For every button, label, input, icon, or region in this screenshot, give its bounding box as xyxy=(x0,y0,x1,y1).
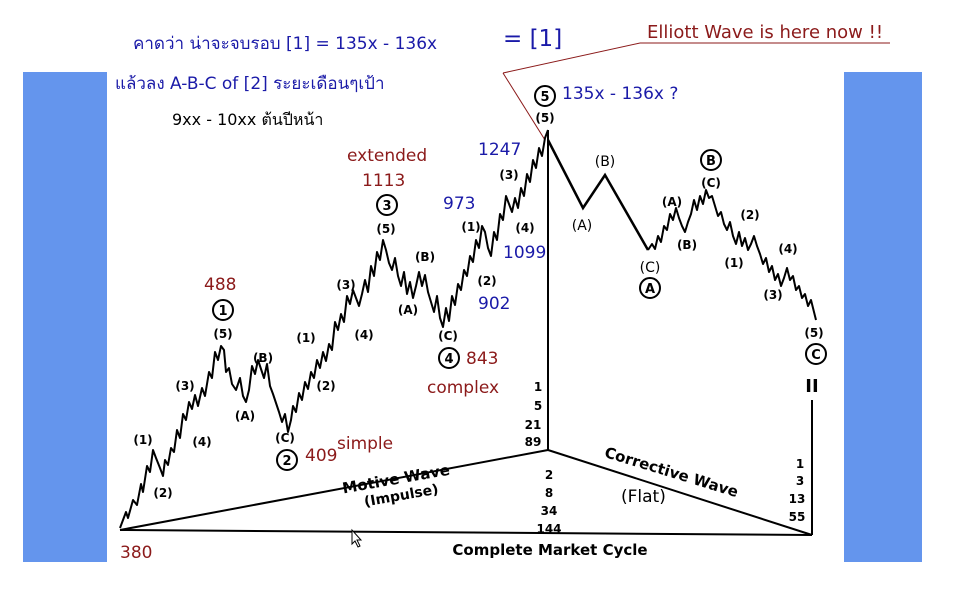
center-lower-1: 8 xyxy=(545,486,553,500)
label-pB-a: (B) xyxy=(253,351,273,365)
circled-labels xyxy=(212,85,827,471)
new-abc-path xyxy=(546,139,650,251)
peak-target: 135x - 136x ? xyxy=(562,84,679,104)
circ-1-marker xyxy=(212,299,234,321)
label-p1-b: (1) xyxy=(296,331,315,345)
center-lower-0: 2 xyxy=(545,468,553,482)
right-stack-0: 1 xyxy=(796,457,804,471)
circ-C-label: C xyxy=(811,348,821,363)
label-p2-a: (2) xyxy=(153,486,172,500)
center-upper-3: 89 xyxy=(525,435,542,449)
value-409: 409 xyxy=(305,446,338,466)
mouse-cursor-icon xyxy=(351,528,363,548)
label-p2-b: (2) xyxy=(316,379,335,393)
value-973: 973 xyxy=(443,194,476,214)
callout-pointer xyxy=(502,42,890,141)
center-upper-1: 5 xyxy=(534,399,542,413)
target-range: 9xx - 10xx ต้นปีหน้า xyxy=(172,110,324,129)
label-corr-pB: (B) xyxy=(677,238,697,252)
complex-label: complex xyxy=(427,378,500,398)
circ-3-marker xyxy=(376,194,398,216)
label-corr-p3: (3) xyxy=(763,288,782,302)
right-stack-2: 13 xyxy=(789,492,806,506)
circ-5-label: 5 xyxy=(540,90,549,105)
center-upper-2: 21 xyxy=(525,418,542,432)
label-p4-b: (4) xyxy=(354,328,373,342)
right-stack: 1 3 13 55 xyxy=(789,457,806,524)
label-p1-c: (1) xyxy=(461,220,480,234)
left-band xyxy=(23,72,107,562)
circ-A-label: A xyxy=(645,282,655,297)
label-p4-a: (4) xyxy=(192,435,211,449)
label-p4-c: (4) xyxy=(515,221,534,235)
circ-B-label: B xyxy=(706,154,716,169)
simple-label: simple xyxy=(337,434,394,454)
value-843: 843 xyxy=(466,349,499,369)
label-ii: II xyxy=(805,376,818,397)
center-upper-stack: 1 5 21 89 xyxy=(525,380,543,449)
circ-1-label: 1 xyxy=(218,304,227,319)
label-corr-p4: (4) xyxy=(778,242,797,256)
flat-label: (Flat) xyxy=(621,487,666,507)
label-p5-a: (5) xyxy=(213,327,232,341)
new-path-label-c: (C) xyxy=(640,260,661,276)
circ-3-label: 3 xyxy=(382,199,391,214)
right-band xyxy=(844,72,922,562)
corrective-wave-path xyxy=(647,189,817,321)
new-path-label-a: (A) xyxy=(572,218,593,234)
label-pC-b: (C) xyxy=(438,329,458,343)
circ-C-marker xyxy=(805,343,827,365)
label-p3-a: (3) xyxy=(175,379,194,393)
circ-2-label: 2 xyxy=(282,454,291,469)
value-1099: 1099 xyxy=(503,243,547,263)
circ-4-marker xyxy=(438,347,460,369)
forecast-line-2: แล้วลง A-B-C of [2] ระยะเดือนๆเป้า xyxy=(115,74,385,94)
center-lower-2: 34 xyxy=(541,504,558,518)
value-902: 902 xyxy=(478,294,511,314)
center-lower-stack: 2 8 34 144 xyxy=(536,468,561,536)
label-p1-a: (1) xyxy=(133,433,152,447)
right-stack-1: 3 xyxy=(796,474,804,488)
circ-4-label: 4 xyxy=(444,352,453,367)
value-1113: 1113 xyxy=(362,171,406,191)
elliott-callout: Elliott Wave is here now !! xyxy=(647,22,884,43)
label-p3-c: (3) xyxy=(499,168,518,182)
label-p2-c: (2) xyxy=(477,274,496,288)
forecast-line-1: คาดว่า น่าจะจบรอบ [1] = 135x - 136x xyxy=(133,34,438,54)
label-p3-b: (3) xyxy=(336,278,355,292)
label-corr-pC: (C) xyxy=(701,176,721,190)
circ-5-marker xyxy=(534,85,556,107)
center-upper-0: 1 xyxy=(534,380,542,394)
equals-label: = [1] xyxy=(503,26,563,52)
label-pA-b: (A) xyxy=(398,303,418,317)
cycle-triangle xyxy=(119,130,813,536)
circ-A-marker xyxy=(639,277,661,299)
label-pC-a: (C) xyxy=(275,431,295,445)
value-488: 488 xyxy=(204,275,237,295)
circ-B-marker xyxy=(700,149,722,171)
right-stack-3: 55 xyxy=(789,510,806,524)
label-p5-c: (5) xyxy=(535,111,554,125)
label-corr-p2: (2) xyxy=(740,208,759,222)
value-380: 380 xyxy=(120,543,153,563)
label-corr-p5: (5) xyxy=(804,326,823,340)
complete-cycle-label: Complete Market Cycle xyxy=(452,541,647,559)
new-path-label-b: (B) xyxy=(595,154,616,170)
extended-label: extended xyxy=(347,146,428,166)
impulse-wave-path xyxy=(119,129,549,529)
label-pA-a: (A) xyxy=(235,409,255,423)
label-p5-b: (5) xyxy=(376,222,395,236)
label-corr-p1: (1) xyxy=(724,256,743,270)
value-1247: 1247 xyxy=(478,140,522,160)
label-corr-pA: (A) xyxy=(662,195,682,209)
label-pB-b: (B) xyxy=(415,250,435,264)
center-lower-3: 144 xyxy=(536,522,561,536)
circ-2-marker xyxy=(276,449,298,471)
